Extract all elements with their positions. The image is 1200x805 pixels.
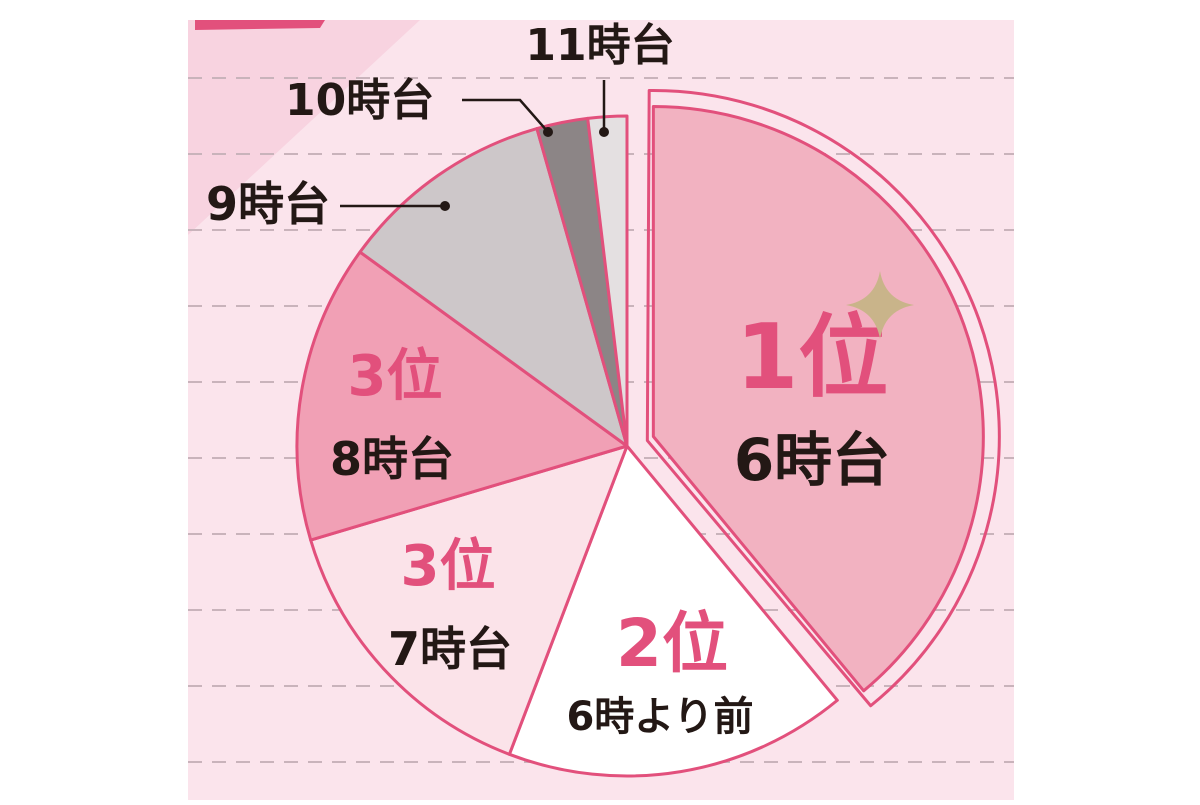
rank-label-s8: 3位 (348, 344, 443, 409)
top-slice-highlight-outline (645, 89, 1001, 708)
panel-corner-accent (195, 20, 325, 30)
leader-dot-s11 (599, 127, 609, 137)
rank-label-s6: 1位 (736, 305, 889, 410)
slice-label-s9: 9時台 (206, 177, 330, 231)
slice-label-s6: 6時台 (734, 426, 890, 494)
slice-label-before6: 6時より前 (566, 694, 753, 740)
rank-label-s7: 3位 (401, 534, 496, 599)
panel-diagonal-stripe (188, 20, 420, 235)
leader-line-s10 (462, 98, 549, 133)
leader-dot-s10 (543, 127, 553, 137)
pie-slice-s6 (651, 105, 985, 693)
highlight-outline (645, 89, 1001, 708)
slice-label-s11: 11時台 (525, 20, 674, 71)
rank-label-before6: 2位 (616, 605, 728, 682)
pie-slice-s8 (295, 250, 629, 542)
slice-label-s7: 7時台 (388, 622, 512, 676)
slice-label-s10: 10時台 (285, 75, 434, 126)
pie-slice-before6 (507, 444, 839, 778)
slice-labels: 1位 6時台 2位 6時より前 3位 7時台 3位 8時台 9時台 10時台 11時台 (206, 20, 914, 740)
sparkle-icon (846, 271, 914, 339)
pie-slice-s9 (358, 127, 629, 448)
pie-slices (295, 105, 985, 778)
pie-slice-s11 (586, 114, 629, 448)
slice-label-s8: 8時台 (330, 432, 454, 486)
leader-lines (340, 80, 609, 211)
pie-slice-s7 (309, 444, 629, 756)
leader-dot-s9 (440, 201, 450, 211)
